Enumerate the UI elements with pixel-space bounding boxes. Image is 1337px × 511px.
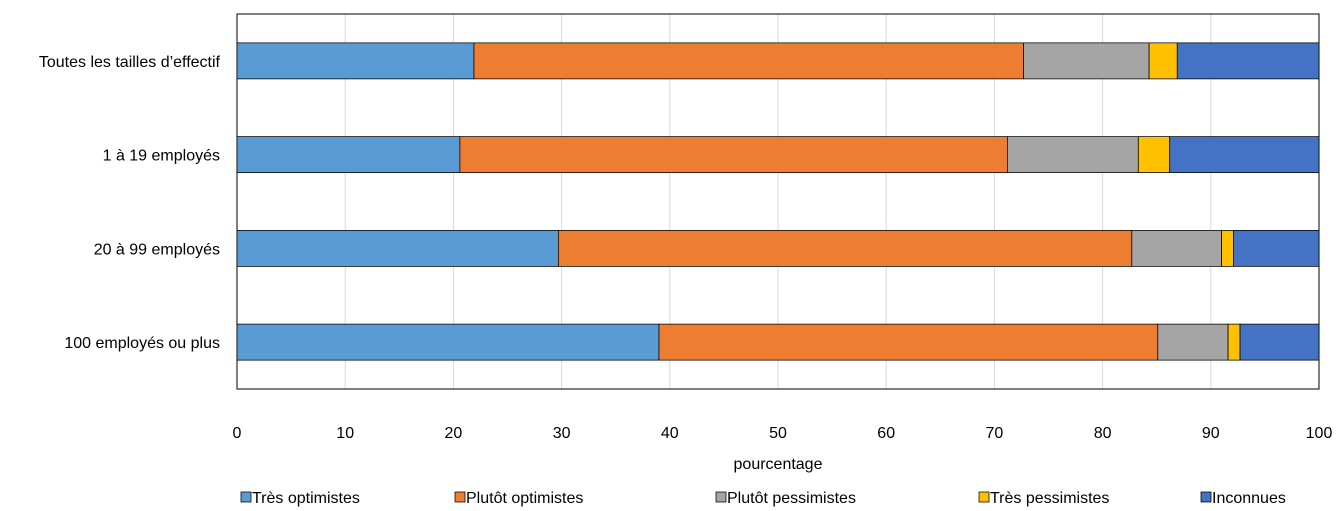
category-label: 1 à 19 employés — [103, 148, 220, 165]
bar-segment-s1-c0 — [473, 42, 1024, 80]
x-tick-label: 10 — [336, 425, 354, 442]
bar-segment-s1-c2 — [557, 230, 1133, 267]
bar-segment-s3-c2 — [1221, 230, 1234, 267]
x-axis-ticks: 0 10 20 30 40 50 60 70 80 90 100 — [233, 425, 1333, 442]
legend-label: Plutôt optimistes — [466, 490, 583, 507]
x-tick-label: 60 — [877, 425, 895, 442]
bar-segment-s4-c2 — [1233, 230, 1320, 267]
bar-segment-s4-c1 — [1169, 136, 1320, 173]
category-labels: Toutes les tailles d’effectif 1 à 19 empl… — [39, 54, 221, 352]
bars — [236, 42, 1320, 361]
legend-swatch — [1200, 491, 1212, 503]
bar-segment-s0-c0 — [236, 42, 475, 80]
legend-swatch — [715, 491, 727, 503]
bar-segment-s1-c1 — [459, 136, 1008, 173]
legend: Très optimistes Plutôt optimistes Plutôt p… — [240, 490, 1286, 507]
legend-label: Très optimistes — [252, 490, 360, 507]
bar-segment-s4-c0 — [1176, 42, 1320, 80]
x-tick-label: 40 — [661, 425, 679, 442]
bar-segment-s3-c0 — [1148, 42, 1178, 80]
bar-segment-s0-c3 — [236, 323, 660, 361]
bar-segment-s3-c1 — [1137, 136, 1171, 173]
x-tick-label: 50 — [769, 425, 787, 442]
legend-swatch — [240, 491, 252, 503]
x-tick-label: 70 — [986, 425, 1004, 442]
bar-segment-s2-c1 — [1007, 136, 1139, 173]
x-tick-label: 80 — [1094, 425, 1112, 442]
bar-segment-s3-c3 — [1227, 323, 1241, 361]
x-tick-label: 20 — [445, 425, 463, 442]
legend-label: Inconnues — [1212, 490, 1286, 507]
x-tick-label: 100 — [1306, 425, 1333, 442]
legend-label: Plutôt pessimistes — [727, 490, 856, 507]
category-label: Toutes les tailles d’effectif — [39, 54, 221, 71]
category-label: 20 à 99 employés — [94, 241, 220, 258]
bar-segment-s0-c1 — [236, 136, 461, 173]
x-axis-title: pourcentage — [734, 456, 823, 473]
legend-label: Très pessimistes — [990, 490, 1109, 507]
x-tick-label: 0 — [233, 425, 242, 442]
legend-swatch — [978, 491, 990, 503]
bar-segment-s2-c0 — [1023, 42, 1150, 80]
bar-segment-s4-c3 — [1239, 323, 1320, 361]
category-label: 100 employés ou plus — [64, 335, 220, 352]
bar-segment-s2-c2 — [1131, 230, 1222, 267]
bar-segment-s0-c2 — [236, 230, 559, 267]
x-tick-label: 30 — [553, 425, 571, 442]
legend-swatch — [454, 491, 466, 503]
x-tick-label: 90 — [1202, 425, 1220, 442]
bar-segment-s2-c3 — [1157, 323, 1229, 361]
plot-area-frame — [236, 13, 1320, 390]
bar-segment-s1-c3 — [658, 323, 1159, 361]
